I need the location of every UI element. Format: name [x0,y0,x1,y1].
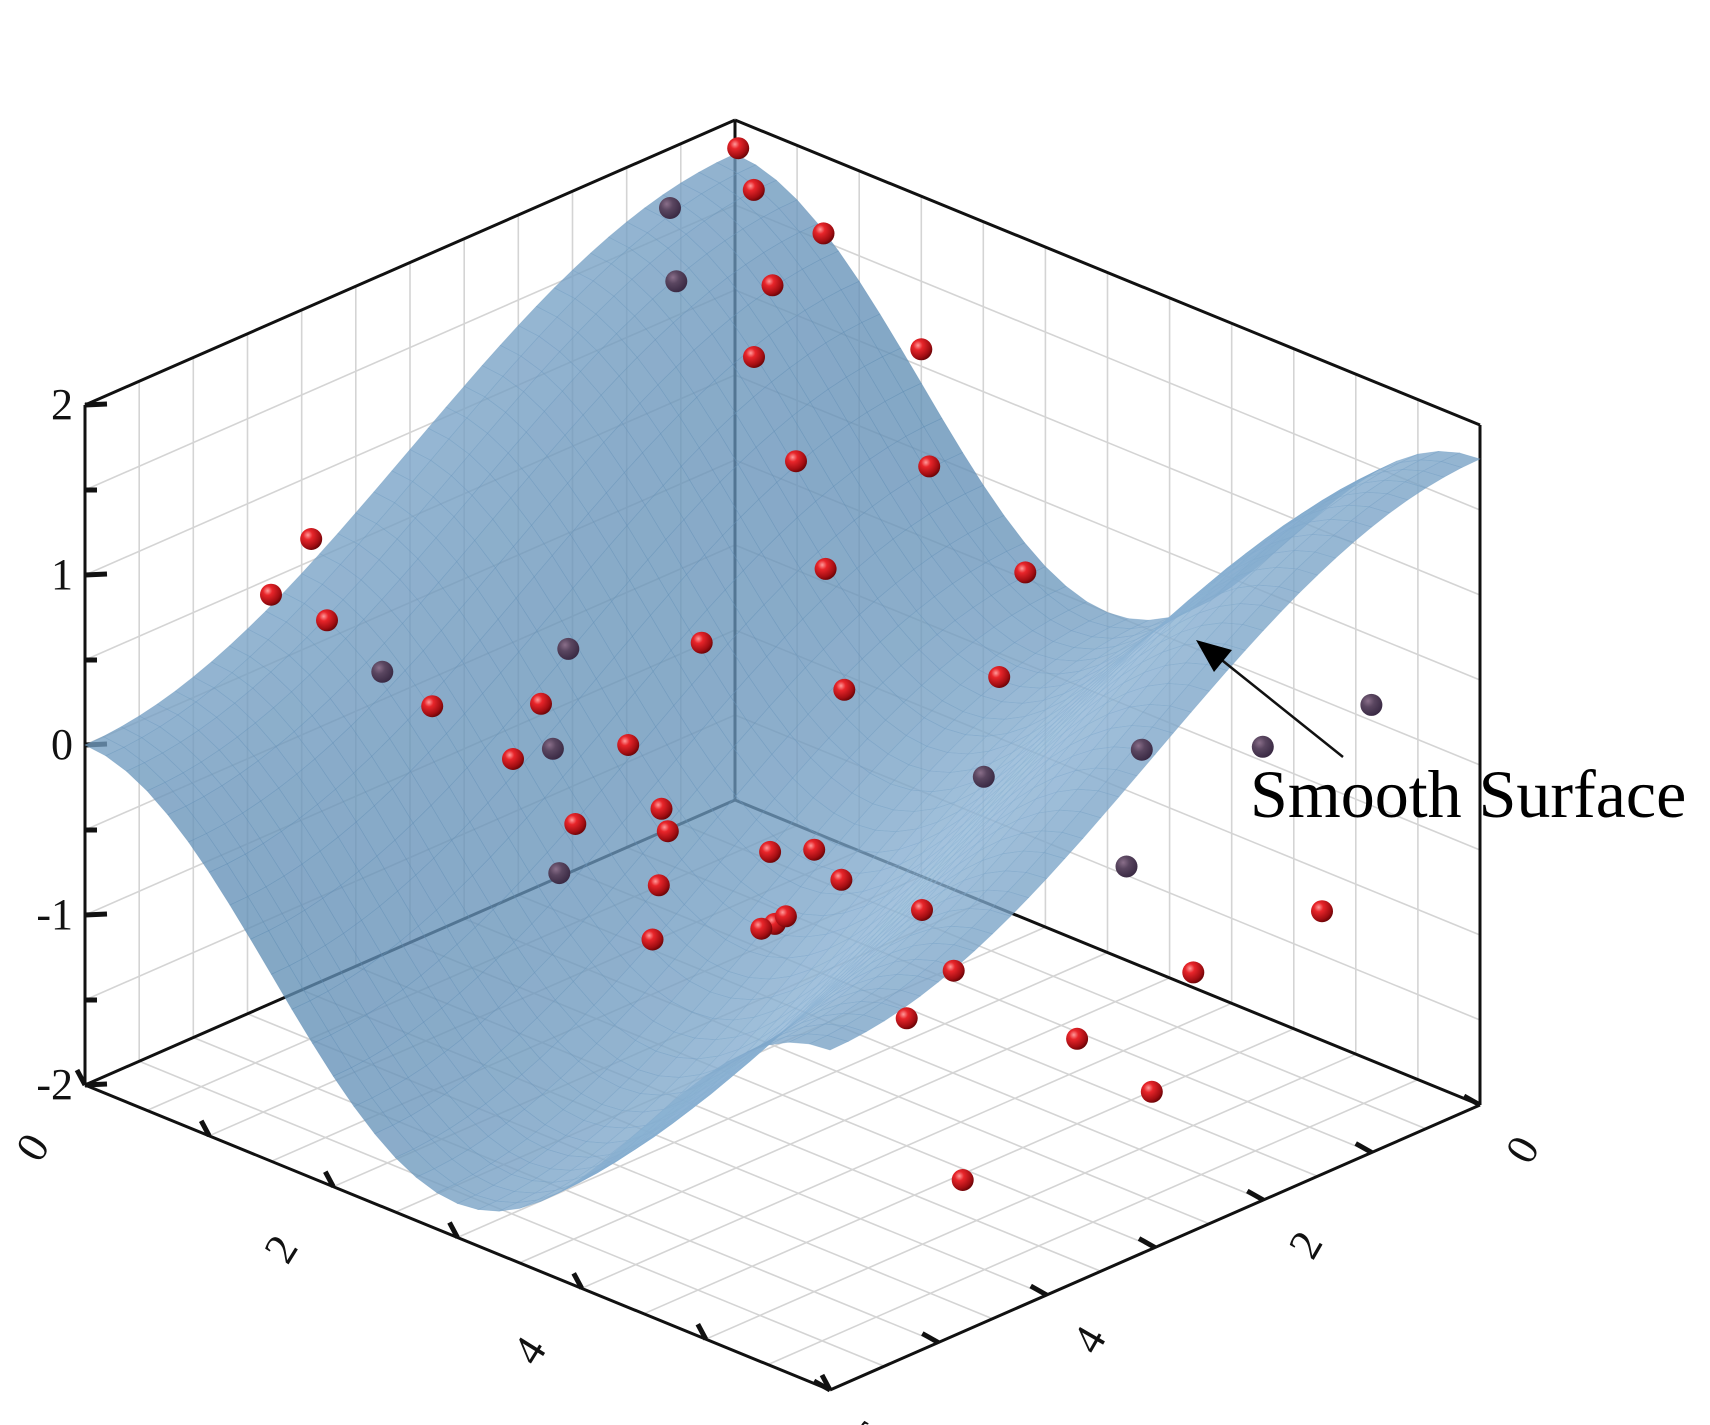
data-point [750,917,773,940]
data-point [371,660,394,683]
data-point [785,450,807,473]
x-tick [198,1119,212,1137]
data-point [656,820,679,843]
y-tick [1462,1093,1482,1108]
data-point [502,748,524,770]
data-point [830,868,853,891]
data-point [260,583,282,606]
data-point [774,905,797,928]
data-point [665,270,688,293]
data-point [1360,693,1383,716]
data-point [650,797,673,820]
z-tick-label: 0 [51,720,73,769]
floor-grid-line [138,1060,885,1368]
y-tick-label: 6 [846,1413,899,1425]
y-tick [921,1331,940,1345]
data-point [814,557,837,580]
data-point [530,692,552,715]
data-point [988,666,1011,688]
data-point [727,137,750,160]
z-tick-label: 1 [51,550,73,599]
data-point [557,637,580,660]
y-tick [1137,1236,1157,1250]
data-point [742,178,765,201]
data-point [951,1169,974,1191]
data-point [743,346,765,368]
data-point [647,874,670,897]
points-layer [260,137,1383,1191]
z-tick [84,911,108,918]
surface-layer [84,153,1481,1212]
z-tick [84,571,108,578]
wall-grid-line [734,204,1481,511]
z-tick-label: -2 [36,1060,73,1109]
data-point [895,1007,918,1030]
x-tick [323,1170,336,1188]
box-edge [734,118,1481,427]
data-point [1130,738,1153,761]
x-tick [571,1272,584,1290]
data-point [1251,735,1274,758]
data-point [1311,900,1333,923]
x-tick [74,1068,88,1087]
z-tick-label: 2 [51,380,73,429]
data-point [1140,1080,1163,1103]
data-point [812,222,835,245]
annotation-layer: Smooth Surface [1196,640,1686,832]
annotation-arrow-shaft [1217,656,1344,758]
data-point [316,609,338,632]
data-point [421,695,444,718]
annotation-arrow-head [1196,640,1232,672]
x-tick [447,1221,460,1239]
data-point [803,838,826,861]
data-point [659,197,681,219]
data-point [1066,1027,1089,1050]
surface-patch [808,1035,849,1051]
floor-grid-line [192,1036,939,1344]
data-point [761,274,784,297]
y-tick [1354,1141,1373,1155]
box-edge [84,118,736,407]
data-point [918,455,941,478]
y-tick [1029,1283,1048,1298]
data-point [833,678,856,701]
data-point [1182,961,1205,984]
x-tick-label: 4 [503,1328,556,1373]
data-point [690,631,713,654]
z-tick [84,1081,108,1088]
data-point [617,734,640,756]
y-tick [1246,1188,1265,1203]
z-tick [84,401,108,408]
data-point [759,840,782,863]
y-tick [812,1378,832,1393]
data-point [1115,855,1138,878]
data-point [972,765,995,788]
y-tick-label: 0 [1496,1128,1549,1172]
x-tick [695,1323,709,1341]
x-tick-label: 0 [6,1125,59,1170]
x-tick-label: 2 [254,1227,307,1272]
data-point [1014,561,1037,584]
y-tick-label: 4 [1062,1318,1115,1362]
data-point [300,528,323,550]
data-point [548,862,571,885]
data-point [641,928,664,951]
z-tick-label: -1 [36,890,73,939]
y-tick-label: 2 [1279,1223,1332,1267]
annotation-label: Smooth Surface [1250,756,1686,832]
data-point [942,959,965,982]
data-point [564,813,587,835]
data-point [541,737,564,760]
data-point [911,899,933,921]
data-point [910,338,933,361]
